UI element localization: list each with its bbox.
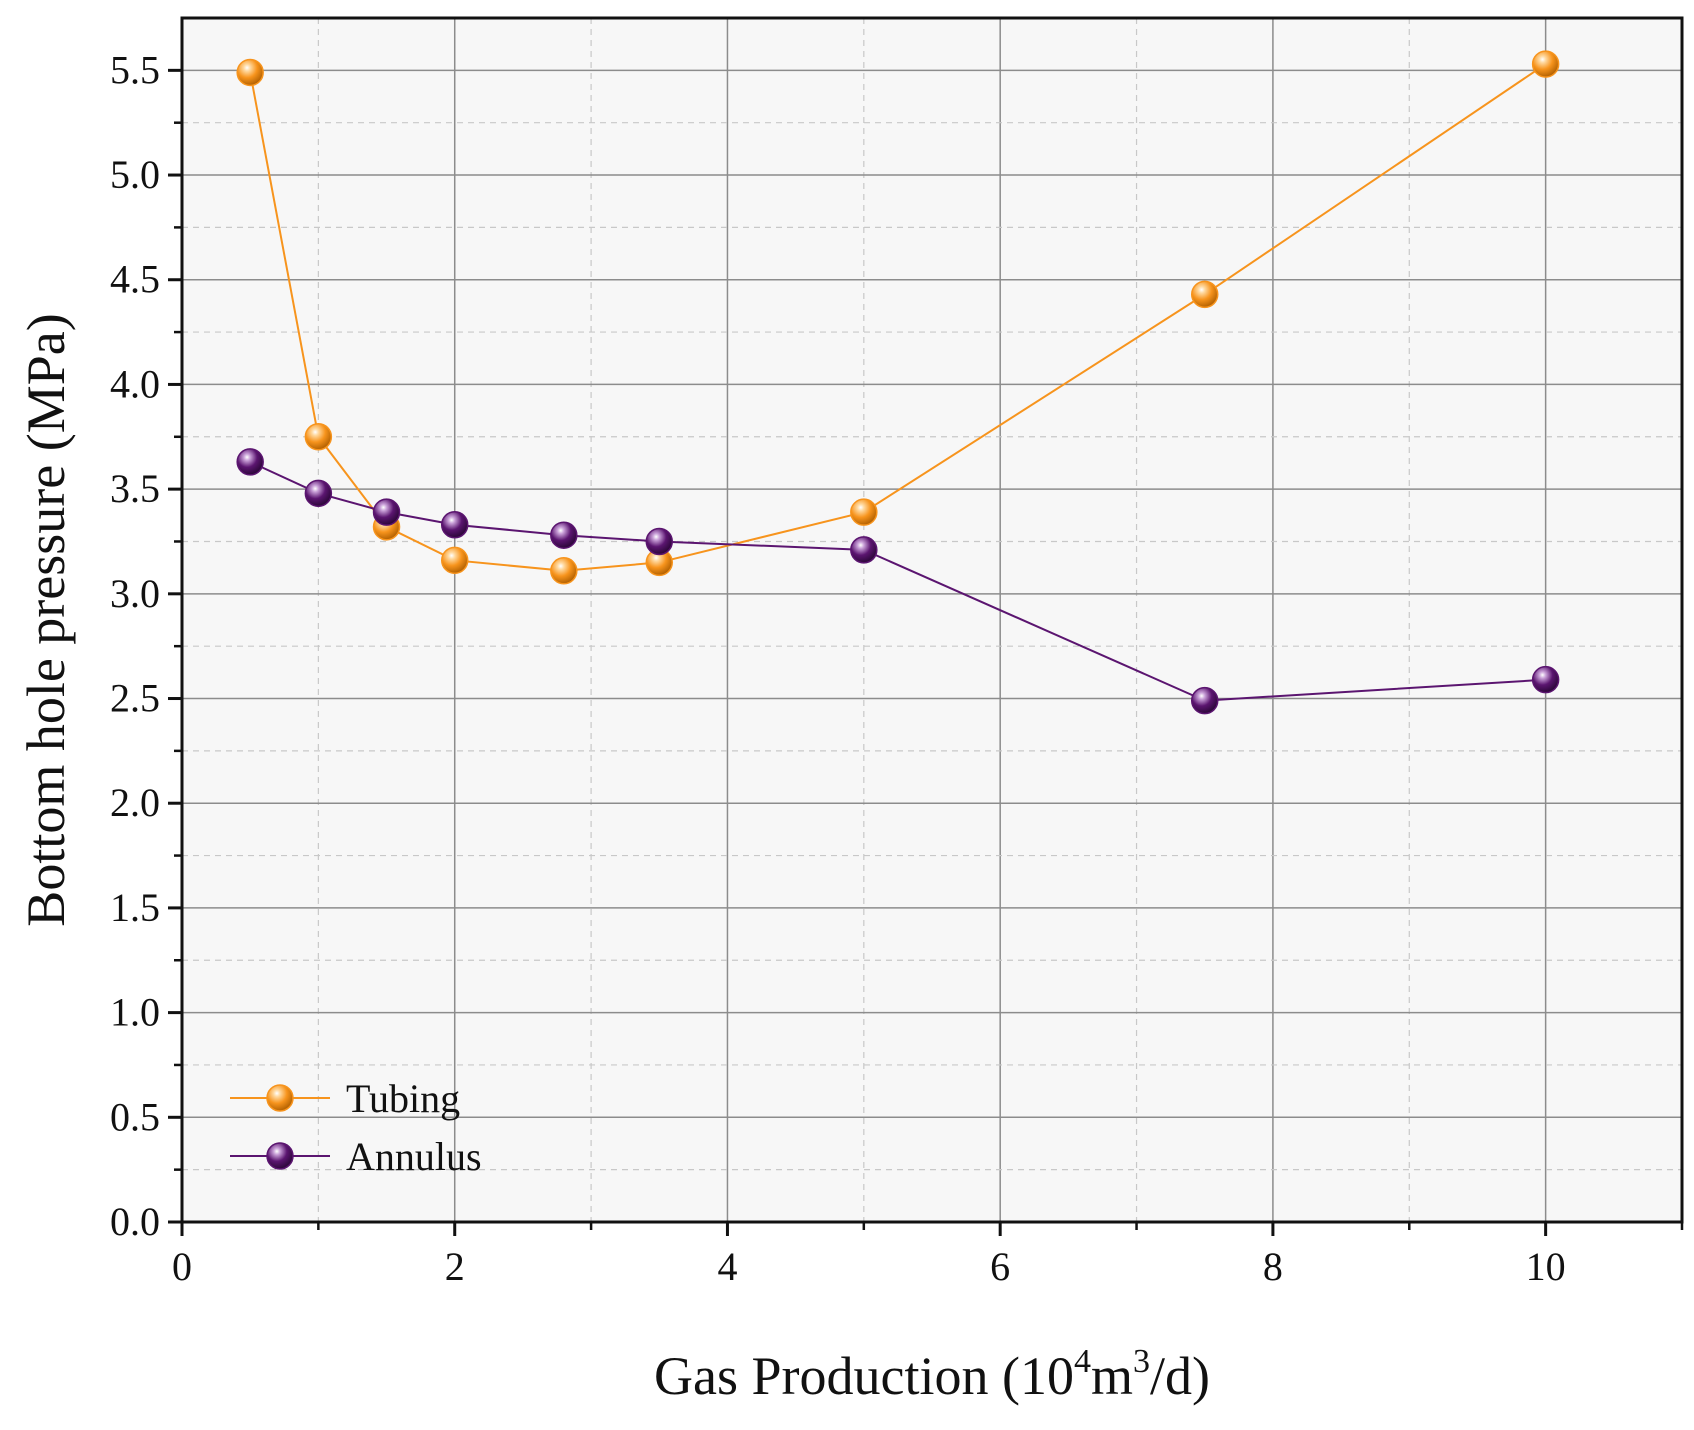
x-axis-title-mid: m (1091, 1346, 1133, 1406)
x-tick-label: 6 (990, 1244, 1010, 1289)
x-tick-label: 0 (172, 1244, 192, 1289)
legend-label-tubing: Tubing (346, 1076, 460, 1121)
legend-label-annulus: Annulus (346, 1134, 482, 1179)
data-point-annulus (850, 536, 878, 564)
data-point-annulus (304, 479, 333, 508)
data-point-annulus (372, 498, 401, 526)
y-tick-label: 0.0 (110, 1199, 160, 1244)
x-axis-title: Gas Production (104m3/d) (654, 1343, 1210, 1406)
x-tick-label: 2 (445, 1244, 465, 1289)
grid-layer (182, 18, 1682, 1222)
y-tick-label: 4.0 (110, 361, 160, 406)
series-layer (236, 50, 1560, 715)
y-tick-label: 0.5 (110, 1094, 160, 1139)
data-point-tubing (440, 546, 469, 575)
data-point-tubing (850, 498, 878, 526)
y-tick-label: 3.0 (110, 571, 160, 616)
y-tick-label: 1.0 (110, 990, 160, 1035)
plot-frame (180, 16, 1684, 1224)
x-axis-title-exp2: 3 (1133, 1343, 1150, 1380)
legend-item-annulus: Annulus (230, 1134, 482, 1179)
x-tick-label: 4 (717, 1244, 737, 1289)
data-point-tubing (236, 58, 264, 87)
data-point-tubing (1531, 50, 1560, 78)
x-axis-title-main: Gas Production (10 (654, 1346, 1074, 1406)
y-tick-label: 4.5 (110, 257, 160, 302)
series-annulus (236, 448, 1560, 715)
data-point-annulus (1190, 686, 1219, 715)
plot-background (182, 18, 1682, 1222)
data-point-tubing (550, 557, 578, 585)
x-axis-title-exp1: 4 (1074, 1343, 1091, 1380)
y-tick-label: 2.5 (110, 676, 160, 721)
y-tick-label: 1.5 (110, 885, 160, 930)
data-point-annulus (440, 510, 469, 539)
y-tick-label: 2.0 (110, 780, 160, 825)
data-point-annulus (236, 448, 264, 476)
legend-item-tubing: Tubing (230, 1076, 460, 1121)
legend-marker-tubing (266, 1084, 294, 1112)
x-tick-label: 8 (1263, 1244, 1283, 1289)
tick-layer: 0 2 4 6 8 10 0.0 0.5 1.0 1.5 2.0 2.5 3.0 3.5 4.0 4.5 5.0… (110, 47, 1684, 1289)
data-point-tubing (304, 423, 333, 451)
data-point-annulus (550, 521, 578, 549)
data-point-annulus (645, 527, 674, 556)
y-tick-label: 5.0 (110, 152, 160, 197)
x-tick-label: 10 (1526, 1244, 1566, 1289)
y-tick-label: 3.5 (110, 466, 160, 511)
data-point-annulus (1531, 665, 1560, 694)
x-axis-title-end: /d) (1150, 1346, 1210, 1406)
data-point-tubing (1190, 280, 1219, 309)
legend: Tubing Annulus (230, 1076, 482, 1179)
y-axis-title: Bottom hole pressure (MPa) (16, 313, 76, 926)
legend-marker-annulus (266, 1142, 294, 1170)
y-tick-label: 5.5 (110, 47, 160, 92)
